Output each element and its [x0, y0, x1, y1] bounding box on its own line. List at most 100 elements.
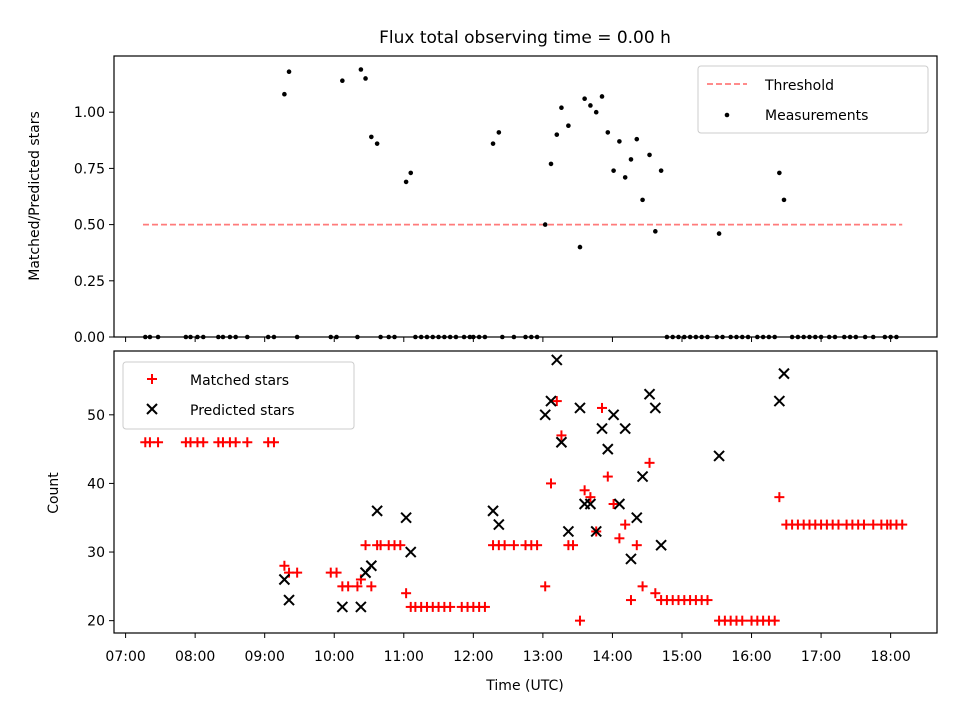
measurement-point [716, 231, 722, 236]
measurement-point [424, 334, 430, 340]
measurement-point [392, 334, 397, 340]
bottom-y-axis: 20 30 40 50 [87, 408, 114, 630]
predicted-stars-point [636, 470, 649, 483]
matched-stars-point [585, 492, 596, 503]
bottom-x-tick-label: 15:00 [662, 649, 702, 665]
matched-stars-point [198, 437, 209, 448]
predicted-stars-point [493, 518, 505, 531]
matched-stars-point [858, 519, 869, 530]
measurement-point [577, 244, 583, 250]
measurement-point [500, 334, 505, 340]
measurement-point [358, 67, 364, 72]
predicted-stars-point [574, 402, 586, 414]
top-y-axis-label: Matched/Predicted stars [27, 111, 43, 281]
matched-stars-point [579, 485, 590, 496]
top-legend-box [697, 65, 929, 134]
matched-stars-point [650, 588, 661, 599]
predicted-stars-point [355, 601, 367, 613]
predicted-stars-point [643, 388, 656, 400]
legend-threshold-label: Threshold [764, 78, 834, 94]
measurement-point [155, 334, 161, 340]
measurement-point [687, 334, 693, 340]
matched-stars-point [242, 437, 253, 448]
measurement-point [265, 334, 271, 340]
measurement-point [745, 334, 751, 340]
measurement-point [328, 334, 334, 340]
measurement-point [801, 334, 806, 340]
measurement-point [728, 334, 733, 340]
legend-plus-glyph [147, 374, 157, 384]
measurement-point [777, 170, 782, 176]
predicted-stars-point [405, 546, 417, 558]
measurement-point [622, 175, 628, 180]
measurement-point [453, 334, 459, 340]
measurement-point [334, 334, 339, 340]
measurement-point [271, 334, 277, 340]
measurement-point [216, 334, 221, 340]
matched-stars-point [551, 396, 562, 407]
measurement-point [436, 334, 441, 340]
predicted-stars-point [655, 539, 667, 551]
measurement-point [566, 123, 571, 128]
predicted-stars-point [539, 409, 551, 421]
matched-stars-point [279, 560, 290, 571]
measurement-point [542, 222, 548, 227]
legend-predicted-label: Predicted stars [190, 403, 295, 419]
measurement-point [430, 334, 436, 340]
predicted-stars-point [649, 402, 662, 414]
measurement-point [294, 334, 300, 340]
measurement-point [640, 197, 645, 203]
predicted-stars-point [400, 512, 412, 524]
predicted-stars-point [545, 395, 557, 407]
measurement-point [795, 334, 801, 340]
measurement-point [369, 134, 374, 140]
predicted-stars-point [607, 409, 620, 421]
bottom-y-axis-label: Count [46, 472, 62, 514]
matched-stars-point [620, 519, 631, 530]
predicted-stars-point [555, 436, 568, 448]
legend-matched-marker [147, 374, 157, 384]
bottom-panel: 20 30 40 50 07:00 08:00 09:00 10:00 11:00 12:00 1… [46, 350, 938, 694]
matched-stars-point [343, 581, 354, 592]
top-y-axis: 0.00 0.25 0.50 0.75 1.00 [74, 105, 114, 346]
top-y-tick-label: 0.25 [74, 274, 105, 290]
measurement-point [870, 334, 876, 340]
matched-stars-point [737, 615, 748, 626]
matched-stars-point [568, 540, 579, 551]
measurement-point [807, 334, 812, 340]
top-y-tick-label: 0.50 [74, 218, 105, 234]
measurement-point [599, 94, 605, 99]
matched-stars-point [230, 437, 241, 448]
measurement-point [781, 197, 787, 203]
matched-stars-point [366, 581, 377, 592]
measurement-point [528, 334, 534, 340]
measurement-point [628, 157, 634, 162]
measurement-point [664, 334, 670, 340]
measurement-point [832, 334, 838, 340]
measurement-point [363, 76, 368, 81]
bottom-x-tick-label: 16:00 [731, 649, 771, 665]
measurement-point [812, 334, 818, 340]
legend-measurements-label: Measurements [765, 108, 868, 124]
bottom-x-tick-label: 11:00 [384, 649, 424, 665]
measurement-point [467, 334, 473, 340]
matched-stars-point [352, 581, 363, 592]
measurement-point [418, 334, 424, 340]
bottom-x-tick-label: 10:00 [314, 649, 354, 665]
bottom-legend-box [122, 361, 355, 430]
measurement-point [593, 109, 599, 115]
measurement-point [183, 334, 189, 340]
measurement-point [772, 334, 778, 340]
measurement-point [611, 168, 616, 173]
measurement-point [227, 334, 233, 340]
measurement-point [282, 91, 287, 97]
matched-stars-point [637, 581, 648, 592]
top-y-tick-label: 1.00 [74, 105, 105, 121]
measurement-point [705, 334, 710, 340]
measurement-point [826, 334, 832, 340]
top-legend: Threshold Measurements [697, 65, 929, 134]
matched-stars-point [532, 540, 543, 551]
matched-stars-point [597, 402, 608, 413]
matched-stars-point [625, 595, 636, 606]
